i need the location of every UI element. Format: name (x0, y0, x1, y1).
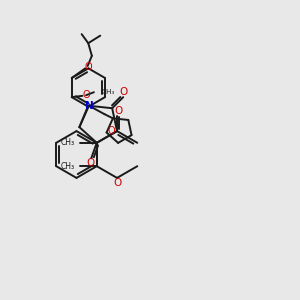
Text: N: N (85, 101, 93, 111)
Text: O: O (82, 90, 90, 100)
Text: CH₃: CH₃ (101, 89, 115, 95)
Text: CH₃: CH₃ (61, 162, 75, 171)
Text: CH₃: CH₃ (61, 138, 75, 147)
Text: O: O (108, 126, 116, 136)
Text: O: O (84, 62, 92, 72)
Text: O: O (86, 158, 95, 168)
Text: O: O (113, 178, 121, 188)
Text: O: O (119, 87, 127, 97)
Text: O: O (114, 106, 123, 116)
